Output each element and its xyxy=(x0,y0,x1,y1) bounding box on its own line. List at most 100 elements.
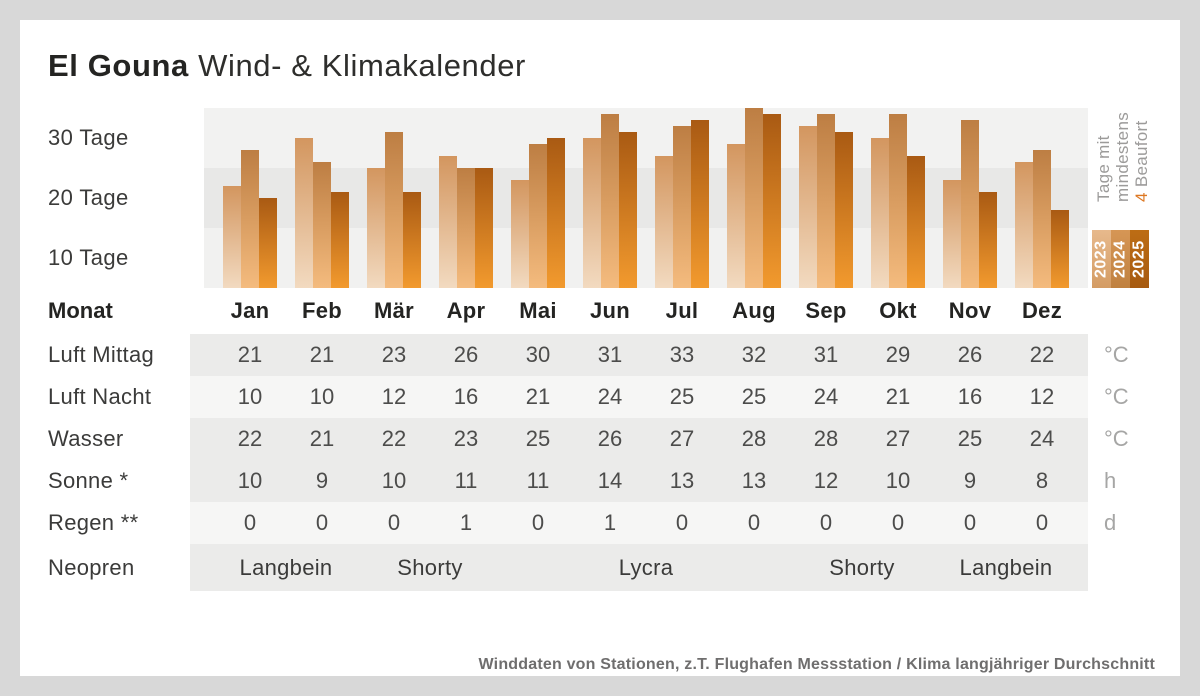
cell-mai: 30 xyxy=(525,342,551,367)
month-label-mär: Mär xyxy=(373,298,415,323)
row-unit: °C xyxy=(1104,342,1129,367)
bar-2023-mai xyxy=(511,180,529,288)
month-header-label: Monat xyxy=(48,298,113,323)
bar-group-sep xyxy=(790,108,862,288)
cell-mai: 21 xyxy=(525,384,551,409)
cell-aug: 0 xyxy=(747,510,761,535)
month-label-sep: Sep xyxy=(805,298,847,323)
bar-2024-okt xyxy=(889,114,907,288)
bar-2023-okt xyxy=(871,138,889,288)
legend-line-1: Tage mit xyxy=(1094,135,1113,202)
month-header-row: Monat Jan Feb Mär Apr Mai Jun Jul Aug Sep Okt Nov D… xyxy=(48,288,1180,334)
row-label: Wasser xyxy=(48,426,124,451)
table-row-4: Regen ** 0 0 0 1 0 1 0 0 0 0 0 0 d xyxy=(48,502,1180,544)
title-brand: El Gouna xyxy=(48,48,189,83)
neopren-span-shorty: Shorty xyxy=(397,554,463,580)
month-label-nov: Nov xyxy=(948,298,992,323)
bar-2024-aug xyxy=(745,108,763,288)
bar-2025-nov xyxy=(979,192,997,288)
months-grid: Jan Feb Mär Apr Mai Jun Jul Aug Sep Okt Nov Dez xyxy=(190,288,1088,334)
cell-jul: 25 xyxy=(669,384,695,409)
row-values: 22 21 22 23 25 26 27 28 28 27 25 24 xyxy=(190,418,1088,460)
cell-apr: 11 xyxy=(454,468,478,493)
bar-2024-mai xyxy=(529,144,547,288)
cell-aug: 25 xyxy=(741,384,767,409)
cell-mär: 0 xyxy=(387,510,401,535)
climate-table: Luft Mittag 21 21 23 26 30 31 33 32 31 29 26 22 °C Luf… xyxy=(48,334,1180,591)
bar-2025-jul xyxy=(691,120,709,288)
cell-sep: 24 xyxy=(813,384,839,409)
cell-nov: 25 xyxy=(957,426,983,451)
cell-jan: 22 xyxy=(237,426,263,451)
y-axis-label-30: 30 Tage xyxy=(48,125,129,150)
legend-beaufort-text: Beaufort xyxy=(1132,120,1151,193)
bar-2025-mai xyxy=(547,138,565,288)
y-axis-label-10: 10 Tage xyxy=(48,245,129,270)
bar-2025-feb xyxy=(331,192,349,288)
month-label-aug: Aug xyxy=(732,298,776,323)
page-title: El Gouna Wind- & Klimakalender xyxy=(48,46,1180,86)
bar-group-jul xyxy=(646,108,718,288)
bar-2023-mär xyxy=(367,168,385,288)
y-axis-label-20: 20 Tage xyxy=(48,185,129,210)
cell-jun: 31 xyxy=(597,342,623,367)
row-unit: °C xyxy=(1104,426,1129,451)
bar-2024-apr xyxy=(457,168,475,288)
row-values: 10 9 10 11 11 14 13 13 12 10 9 8 xyxy=(190,460,1088,502)
cell-feb: 21 xyxy=(309,426,335,451)
cell-jun: 26 xyxy=(597,426,623,451)
bar-2025-mär xyxy=(403,192,421,288)
bar-2023-jul xyxy=(655,156,673,288)
bar-group-jan xyxy=(214,108,286,288)
bar-2025-sep xyxy=(835,132,853,288)
chart-plot xyxy=(204,108,1088,288)
row-unit: °C xyxy=(1104,384,1129,409)
cell-okt: 0 xyxy=(891,510,905,535)
neopren-span-shorty: Shorty xyxy=(829,554,895,580)
bar-group-jun xyxy=(574,108,646,288)
bar-group-mai xyxy=(502,108,574,288)
cell-sep: 31 xyxy=(813,342,839,367)
cell-jul: 27 xyxy=(669,426,695,451)
cell-mai: 25 xyxy=(525,426,551,451)
cell-nov: 26 xyxy=(957,342,983,367)
bar-2025-aug xyxy=(763,114,781,288)
row-label: Luft Nacht xyxy=(48,384,152,409)
cell-dez: 8 xyxy=(1035,468,1049,493)
bar-2023-nov xyxy=(943,180,961,288)
year-swatch-2024: 2024 xyxy=(1111,230,1130,288)
chart-legend-title: Tage mit mindestens 4 Beaufort xyxy=(1094,112,1151,202)
table-row-neopren: Neopren Langbein Shorty Lycra Shorty Langbein xyxy=(48,544,1180,591)
legend-beaufort-number: 4 xyxy=(1132,192,1151,202)
cell-jun: 24 xyxy=(597,384,623,409)
bar-group-mär xyxy=(358,108,430,288)
cell-mai: 11 xyxy=(526,468,550,493)
bar-2024-mär xyxy=(385,132,403,288)
row-label: Sonne * xyxy=(48,468,129,493)
month-label-okt: Okt xyxy=(879,298,917,323)
cell-jan: 0 xyxy=(243,510,257,535)
cell-mär: 12 xyxy=(381,384,407,409)
cell-jan: 21 xyxy=(237,342,263,367)
cell-okt: 10 xyxy=(885,468,911,493)
cell-okt: 27 xyxy=(885,426,911,451)
table-row-0: Luft Mittag 21 21 23 26 30 31 33 32 31 29 26 22 °C xyxy=(48,334,1180,376)
cell-dez: 22 xyxy=(1029,342,1055,367)
bar-2024-dez xyxy=(1033,150,1051,288)
neopren-values: Langbein Shorty Lycra Shorty Langbein xyxy=(190,544,1088,591)
title-subtitle: Wind- & Klimakalender xyxy=(198,48,526,83)
year-swatch-2025: 2025 xyxy=(1130,230,1149,288)
bar-group-aug xyxy=(718,108,790,288)
bar-2025-jan xyxy=(259,198,277,288)
bar-2023-apr xyxy=(439,156,457,288)
row-unit: d xyxy=(1104,510,1117,535)
bar-2025-okt xyxy=(907,156,925,288)
cell-apr: 16 xyxy=(453,384,479,409)
bar-2023-jan xyxy=(223,186,241,288)
cell-dez: 12 xyxy=(1029,384,1055,409)
cell-sep: 28 xyxy=(813,426,839,451)
row-unit xyxy=(1088,544,1160,591)
bar-2024-jan xyxy=(241,150,259,288)
table-row-3: Sonne * 10 9 10 11 11 14 13 13 12 10 9 8 h xyxy=(48,460,1180,502)
neopren-span-langbein: Langbein xyxy=(959,554,1053,580)
